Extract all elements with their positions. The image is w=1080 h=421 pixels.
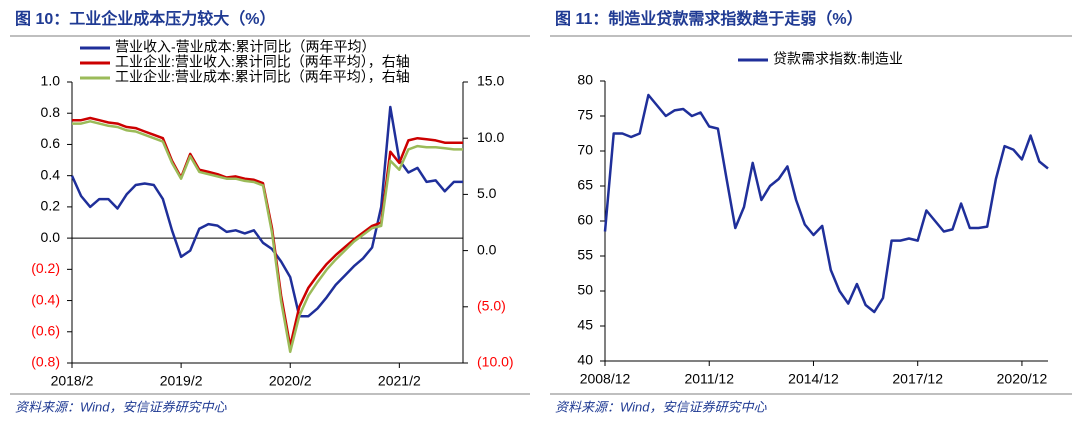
legend-label: 工业企业:营业成本:累计同比（两年平均），右轴 (115, 69, 410, 85)
x-tick-label: 2018/2 (51, 373, 94, 389)
y-tick-label: 0.0 (41, 229, 61, 245)
legend-label: 贷款需求指数:制造业 (773, 51, 903, 67)
y-tick-label: (0.4) (31, 291, 60, 307)
y-tick-label: 60 (577, 212, 593, 228)
y2-tick-label: 5.0 (477, 185, 497, 201)
y-tick-label: 1.0 (41, 73, 61, 89)
source: 资料来源：Wind，安信证券研究中心 (15, 399, 228, 414)
y-tick-label: 55 (577, 247, 593, 263)
y2-tick-label: (10.0) (477, 354, 514, 370)
y-tick-label: 65 (577, 177, 593, 193)
y-tick-label: 40 (577, 352, 593, 368)
y-tick-label: 0.4 (41, 166, 61, 182)
y2-tick-label: 0.0 (477, 241, 497, 257)
y-tick-label: (0.2) (31, 260, 60, 276)
y-tick-label: 45 (577, 317, 593, 333)
chart-title: 图 11：制造业贷款需求指数趋于走弱（%） (555, 9, 863, 28)
y-tick-label: 0.2 (41, 198, 61, 214)
legend-label: 营业收入-营业成本:累计同比（两年平均） (115, 39, 376, 55)
x-tick-label: 2014/12 (788, 371, 839, 387)
y2-tick-label: 15.0 (477, 73, 504, 89)
x-tick-label: 2008/12 (580, 371, 631, 387)
y2-tick-label: 10.0 (477, 129, 504, 145)
chart-title: 图 10：工业企业成本压力较大（%） (15, 9, 275, 28)
y-tick-label: 0.8 (41, 104, 61, 120)
x-tick-label: 2020/12 (997, 371, 1048, 387)
y-tick-label: 50 (577, 282, 593, 298)
y-tick-label: 75 (577, 107, 593, 123)
series-line (70, 105, 463, 318)
legend-label: 工业企业:营业收入:累计同比（两年平均），右轴 (115, 54, 410, 70)
x-tick-label: 2020/2 (269, 373, 312, 389)
series-line (603, 93, 1049, 314)
y2-tick-label: (5.0) (477, 298, 506, 314)
x-tick-label: 2017/12 (892, 371, 943, 387)
y-tick-label: 0.6 (41, 135, 61, 151)
series-line (72, 120, 463, 354)
y-tick-label: (0.8) (31, 354, 60, 370)
y-tick-label: 80 (577, 72, 593, 88)
y-tick-label: 70 (577, 142, 593, 158)
x-tick-label: 2019/2 (160, 373, 203, 389)
y-tick-label: (0.6) (31, 322, 60, 338)
x-tick-label: 2021/2 (378, 373, 421, 389)
series-line (72, 116, 463, 348)
source: 资料来源：Wind，安信证券研究中心 (555, 399, 768, 414)
x-tick-label: 2011/12 (684, 371, 734, 387)
